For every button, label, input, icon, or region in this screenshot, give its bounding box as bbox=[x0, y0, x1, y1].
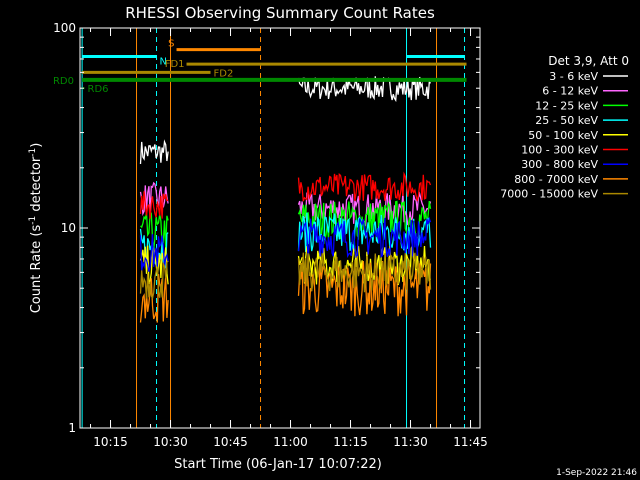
legend-entry-label: 100 - 300 keV bbox=[521, 144, 598, 157]
series-trace-7 bbox=[297, 216, 432, 259]
series-trace-9 bbox=[139, 260, 169, 300]
x-tick-label: 11:15 bbox=[333, 435, 368, 449]
y-axis-label: Count Rate (s-1 detector-1) bbox=[28, 143, 44, 314]
x-tick-label: 10:30 bbox=[153, 435, 188, 449]
series-trace-1 bbox=[139, 139, 169, 165]
legend-entry-label: 12 - 25 keV bbox=[535, 99, 598, 112]
series-trace-6 bbox=[297, 171, 432, 202]
flag-label-n: N bbox=[160, 57, 167, 68]
y-axis-label-sup2: -1 bbox=[28, 148, 38, 157]
x-tick-label: 11:00 bbox=[273, 435, 308, 449]
y-axis-label-sup: -1 bbox=[28, 216, 38, 225]
x-axis-label: Start Time (06-Jan-17 10:07:22) bbox=[174, 457, 382, 472]
legend-entry-label: 300 - 800 keV bbox=[521, 158, 598, 171]
series-trace-7 bbox=[139, 234, 169, 272]
series-trace-1 bbox=[297, 76, 432, 103]
y-tick-label: 1 bbox=[68, 421, 76, 435]
x-tick-label: 11:30 bbox=[393, 435, 428, 449]
series-trace-9 bbox=[297, 252, 432, 293]
flag-label-fd1: FD1 bbox=[165, 59, 185, 70]
y-axis-label-main: Count Rate (s bbox=[29, 225, 44, 314]
x-tick-label: 11:45 bbox=[453, 435, 488, 449]
legend-entry-label: 800 - 7000 keV bbox=[514, 173, 598, 186]
legend-entry-label: 25 - 50 keV bbox=[535, 114, 598, 127]
series-trace-2 bbox=[139, 181, 169, 217]
x-tick-label: 10:45 bbox=[213, 435, 248, 449]
legend-title: Det 3,9, Att 0 bbox=[548, 54, 629, 68]
flag-label-rd0: RD0 bbox=[53, 76, 74, 87]
flag-label-fd2: FD2 bbox=[214, 68, 234, 79]
legend-entry-label: 7000 - 15000 keV bbox=[500, 188, 598, 201]
legend-entry-label: 3 - 6 keV bbox=[549, 70, 598, 83]
y-tick-label: 100 bbox=[53, 21, 76, 35]
series-trace-6 bbox=[139, 191, 169, 219]
y-tick-label: 10 bbox=[61, 221, 76, 235]
legend-entry-label: 50 - 100 keV bbox=[528, 129, 598, 142]
flag-label-s: S bbox=[168, 39, 174, 50]
legend-entry-label: 6 - 12 keV bbox=[542, 85, 598, 98]
timestamp: 1-Sep-2022 21:46 bbox=[556, 468, 637, 478]
axes: 1 10 100 10:15 10:30 10:45 11:00 11:15 11:30 11:4… bbox=[53, 21, 488, 449]
y-axis-label-tail: detector bbox=[29, 156, 44, 216]
x-tick-label: 10:15 bbox=[93, 435, 128, 449]
chart-title: RHESSI Observing Summary Count Rates bbox=[125, 4, 435, 22]
flag-label-rd6: RD6 bbox=[88, 84, 109, 95]
y-axis-label-end: ) bbox=[29, 143, 44, 148]
series-trace-3 bbox=[140, 212, 169, 250]
series-trace-8 bbox=[139, 273, 169, 323]
